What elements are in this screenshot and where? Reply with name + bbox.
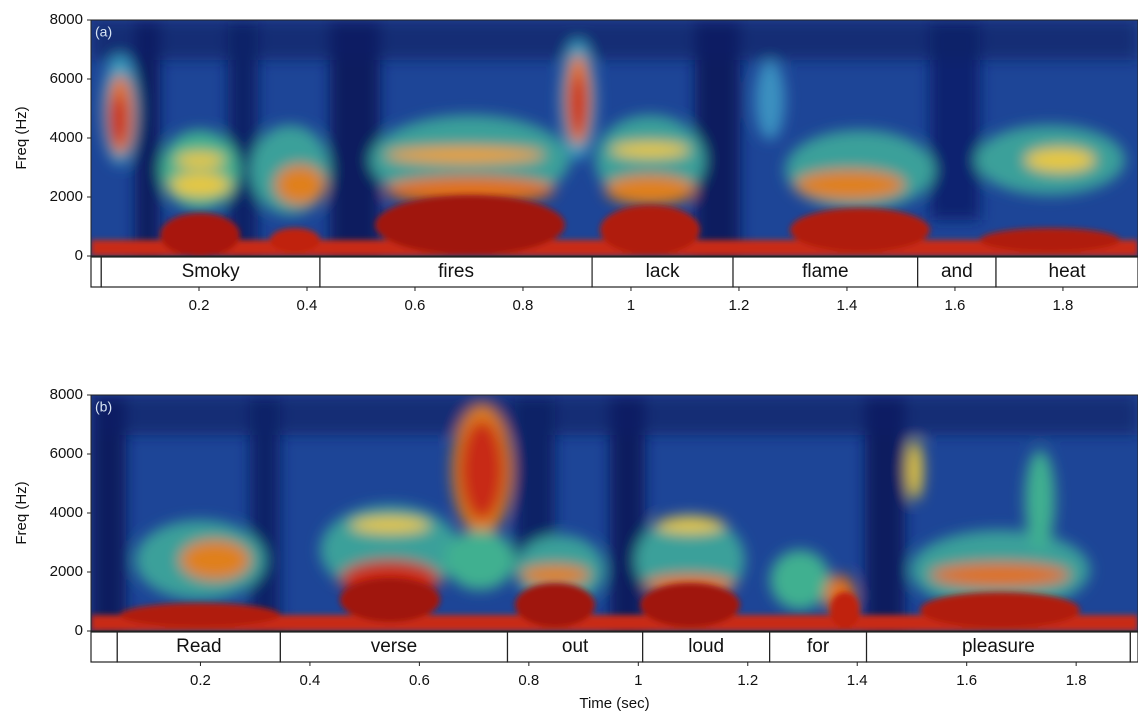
word-label: pleasure	[962, 636, 1035, 657]
y-tick-label: 8000	[50, 11, 83, 28]
word-segment	[100, 256, 321, 288]
y-tick-label: 8000	[50, 386, 83, 403]
y-axis-label: Freq (Hz)	[13, 481, 30, 544]
word-segment	[995, 256, 1138, 288]
y-tick-label: 4000	[50, 504, 83, 521]
word-segment	[642, 631, 771, 663]
x-tick-label: 1	[627, 297, 635, 314]
spectrogram-image	[91, 395, 1138, 631]
x-tick-label: 1.8	[1053, 297, 1074, 314]
word-label: for	[807, 636, 830, 657]
word-label: lack	[646, 261, 680, 282]
word-label: and	[941, 261, 973, 282]
x-tick-label: 0.8	[518, 672, 539, 689]
y-tick-label: 2000	[50, 188, 83, 205]
word-segment	[90, 631, 118, 663]
x-tick-label: 1.6	[956, 672, 977, 689]
word-label: heat	[1049, 261, 1087, 282]
word-segment	[591, 256, 734, 288]
word-label: loud	[688, 636, 724, 657]
x-tick-label: 1.4	[847, 672, 868, 689]
word-segment	[865, 631, 1131, 663]
x-tick-label: 1.6	[945, 297, 966, 314]
panel-label: (a)	[95, 24, 112, 40]
word-segment	[116, 631, 281, 663]
word-segment	[279, 631, 509, 663]
y-axis-label: Freq (Hz)	[13, 106, 30, 169]
x-tick-label: 0.6	[405, 297, 426, 314]
y-tick-label: 4000	[50, 129, 83, 146]
word-segment	[506, 631, 644, 663]
y-tick-label: 0	[75, 247, 83, 264]
y-tick-label: 6000	[50, 445, 83, 462]
y-tick-label: 2000	[50, 563, 83, 580]
word-label: Smoky	[182, 261, 241, 282]
word-label: Read	[176, 636, 221, 657]
x-tick-label: 1.4	[837, 297, 858, 314]
y-tick-label: 6000	[50, 70, 83, 87]
x-tick-label: 0.4	[297, 297, 318, 314]
word-label: out	[562, 636, 589, 657]
word-segment	[1129, 631, 1138, 663]
spectrogram-image	[91, 20, 1138, 256]
word-label: verse	[371, 636, 417, 657]
x-tick-label: 0.8	[513, 297, 534, 314]
x-tick-label: 1	[634, 672, 642, 689]
word-label: flame	[802, 261, 848, 282]
word-segment	[917, 256, 997, 288]
x-axis-label: Time (sec)	[579, 695, 649, 712]
x-tick-label: 1.2	[729, 297, 750, 314]
word-segment	[90, 256, 102, 288]
x-tick-label: 0.6	[409, 672, 430, 689]
word-segment	[319, 256, 593, 288]
x-tick-label: 0.2	[189, 297, 210, 314]
y-tick-label: 0	[75, 622, 83, 639]
panel-label: (b)	[95, 399, 112, 415]
x-tick-label: 0.4	[299, 672, 320, 689]
word-label: fires	[438, 261, 474, 282]
x-tick-label: 0.2	[190, 672, 211, 689]
x-tick-label: 1.2	[737, 672, 758, 689]
x-tick-label: 1.8	[1066, 672, 1087, 689]
